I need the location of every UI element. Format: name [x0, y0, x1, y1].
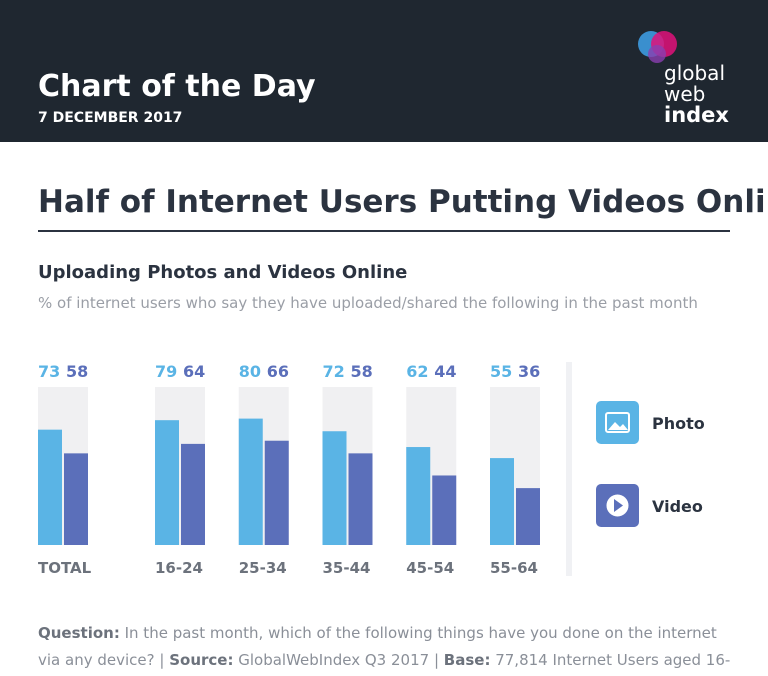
bar — [264, 440, 289, 545]
bar — [348, 453, 373, 545]
logo: global web index — [638, 31, 729, 127]
header-date: 7 DECEMBER 2017 — [38, 110, 182, 126]
x-tick-label: 35-44 — [323, 559, 371, 577]
value-label: 58 — [351, 362, 373, 381]
bar — [38, 429, 62, 545]
logo-text: global — [664, 61, 725, 85]
value-label: 73 — [38, 362, 60, 381]
bar — [516, 488, 540, 545]
x-tick-label: 55-64 — [490, 559, 538, 577]
x-tick-label: 16-24 — [155, 559, 203, 577]
bar — [155, 420, 179, 545]
chart-description: % of internet users who say they have up… — [38, 294, 698, 312]
logo-text: web — [664, 82, 705, 106]
legend-label: Photo — [652, 414, 705, 433]
x-tick-label: 25-34 — [239, 559, 287, 577]
footer: Question: In the past month, which of th… — [38, 620, 738, 676]
x-tick-label: TOTAL — [38, 559, 92, 577]
bar — [238, 418, 263, 545]
footer-text: 77,814 Internet Users aged 16-64 — [495, 651, 731, 669]
bar — [406, 447, 431, 545]
value-label: 79 — [155, 362, 177, 381]
bar — [322, 431, 347, 545]
logo-text: index — [664, 103, 729, 127]
value-label: 66 — [267, 362, 289, 381]
footer-text: In the past month, which of the followin… — [38, 624, 717, 669]
divider — [566, 362, 572, 576]
bar — [432, 475, 457, 545]
footer-text: GlobalWebIndex Q3 2017 — [238, 651, 430, 669]
bar — [181, 443, 205, 545]
value-label: 58 — [66, 362, 88, 381]
chart-subtitle: Uploading Photos and Videos Online — [38, 262, 407, 283]
header-band — [0, 0, 768, 142]
value-label: 55 — [490, 362, 512, 381]
legend-icon — [596, 401, 639, 527]
legend-label: Video — [652, 497, 703, 516]
footer-separator: | — [433, 651, 439, 669]
value-label: 44 — [434, 362, 456, 381]
x-tick-label: 45-54 — [406, 559, 454, 577]
value-label: 36 — [518, 362, 540, 381]
footer-label: Source: — [169, 651, 234, 669]
footer-separator: | — [159, 651, 165, 669]
footer-label: Base: — [443, 651, 491, 669]
footer-label: Question: — [38, 624, 120, 642]
value-label: 80 — [239, 362, 261, 381]
value-label: 64 — [183, 362, 205, 381]
value-label: 62 — [406, 362, 428, 381]
value-label: 72 — [323, 362, 345, 381]
bar — [64, 453, 88, 545]
header-title: Chart of the Day — [38, 69, 316, 104]
chart-title: Half of Internet Users Putting Videos On… — [38, 184, 768, 220]
bar — [490, 458, 514, 545]
